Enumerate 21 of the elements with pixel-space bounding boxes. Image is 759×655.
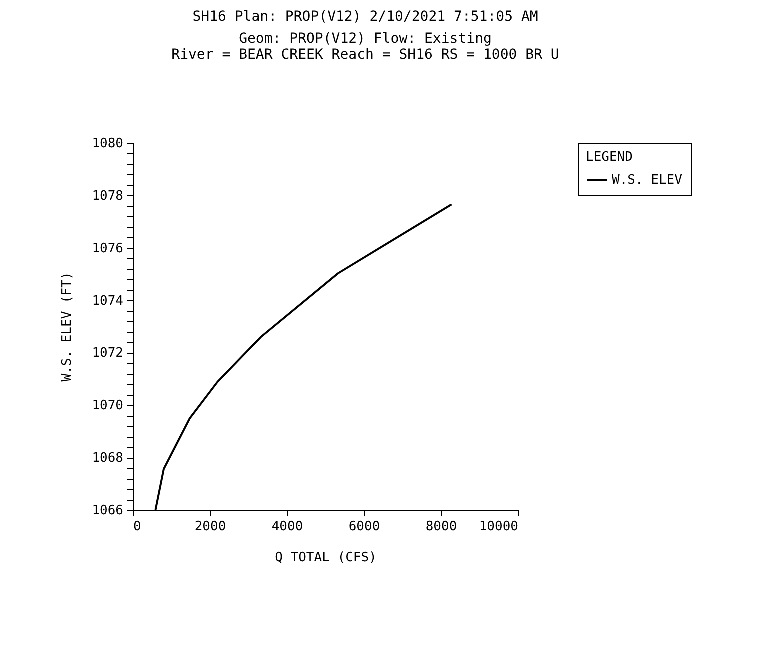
x-tick-label: 6000 <box>348 520 380 534</box>
y-tick-label: 1074 <box>92 294 124 309</box>
y-tick-label: 1068 <box>92 451 124 466</box>
y-tick-label: 1078 <box>92 188 124 204</box>
y-tick-label: 1066 <box>92 504 124 518</box>
legend-title: LEGEND <box>586 150 634 165</box>
y-tick-label: 1080 <box>92 136 124 152</box>
x-tick-label: 10000 <box>479 520 518 534</box>
chart-subtitle: Geom: PROP(V12) Flow: Existing <box>239 31 492 47</box>
x-axis-title: Q TOTAL (CFS) <box>275 550 377 566</box>
y-tick-label: 1076 <box>92 241 124 256</box>
x-tick-label: 4000 <box>272 520 304 534</box>
chart-title: SH16 Plan: PROP(V12) 2/10/2021 7:51:05 AM <box>192 9 538 25</box>
x-tick-label: 8000 <box>426 520 458 534</box>
text: River = BEAR CREEK Reach = SH16 RS = 1000 BR U <box>172 47 560 63</box>
y-axis-title: W.S. ELEV (FT) <box>60 272 76 382</box>
y-tick-label: 1072 <box>92 346 124 362</box>
x-tick-label: 2000 <box>194 520 226 534</box>
y-tick-label: 1070 <box>92 398 124 414</box>
x-tick-label: 0 <box>134 520 142 534</box>
legend-label: W.S. ELEV <box>612 173 683 188</box>
